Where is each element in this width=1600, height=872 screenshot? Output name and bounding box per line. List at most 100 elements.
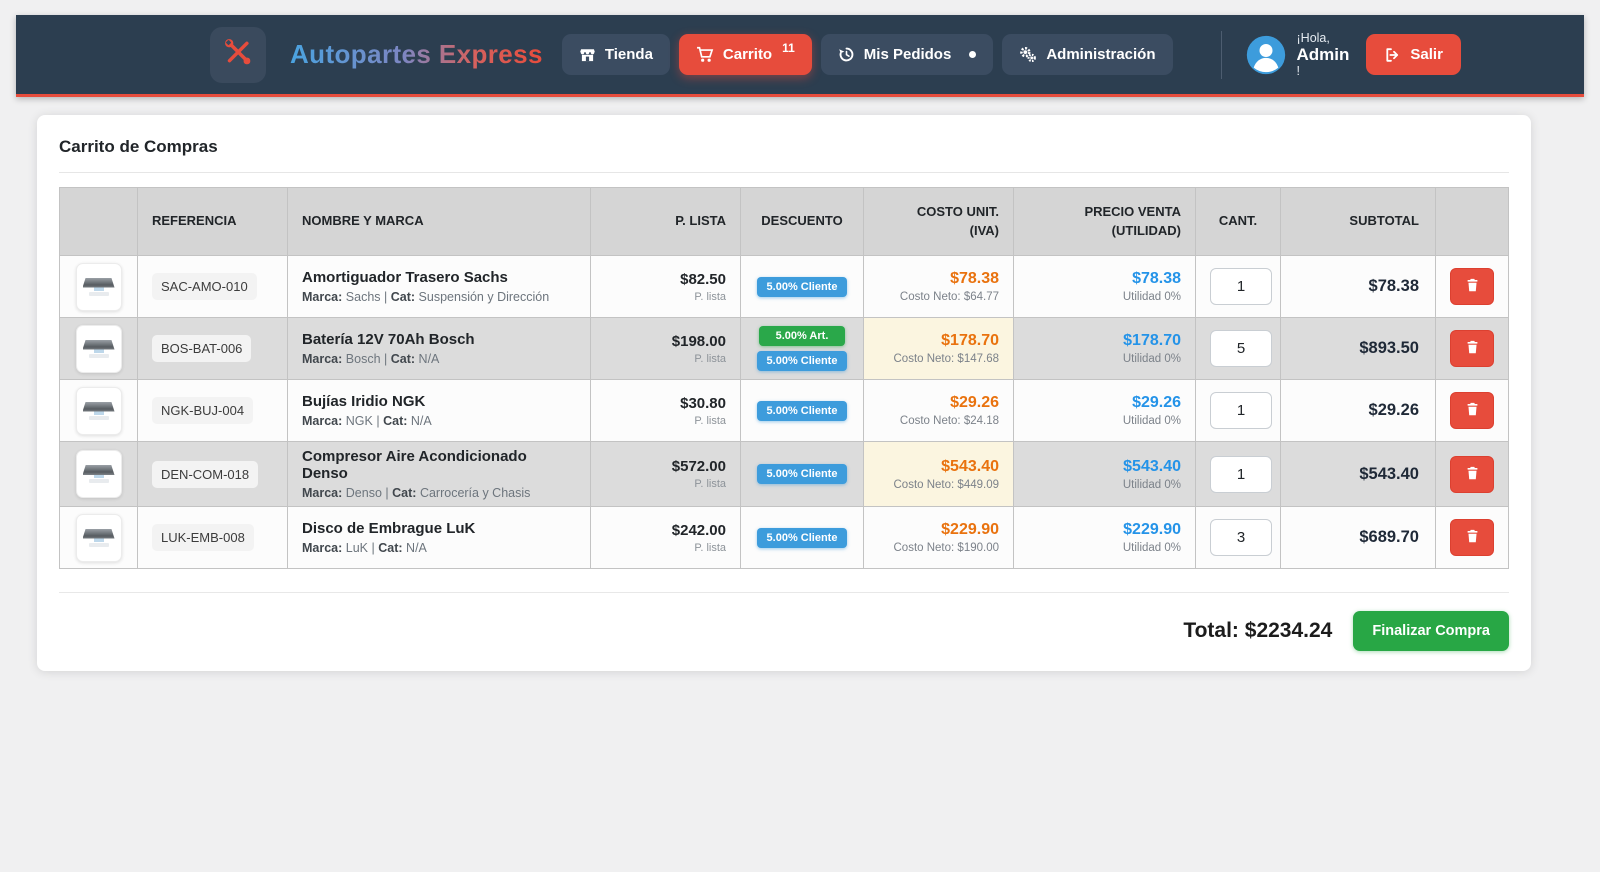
unit-cost: $229.90	[941, 521, 999, 538]
subtotal: $29.26	[1368, 401, 1419, 419]
product-meta: Marca: Denso | Cat: Carrocería y Chasis	[302, 486, 531, 500]
discount-badge-client: 5.00% Cliente	[756, 400, 848, 421]
store-icon	[579, 47, 596, 63]
quantity-input[interactable]	[1210, 519, 1272, 556]
list-price: $30.80	[680, 394, 726, 412]
col-subtotal: SUBTOTAL	[1280, 187, 1436, 256]
navbar: Autopartes Express Tienda Carr	[16, 15, 1584, 97]
product-thumbnail	[75, 386, 122, 435]
subtotal: $78.38	[1368, 277, 1419, 295]
nav-label: Administración	[1046, 46, 1156, 63]
product-name: Compresor Aire Acondicionado Denso	[302, 448, 527, 482]
list-price-note: P. lista	[694, 352, 726, 365]
quantity-input[interactable]	[1210, 455, 1272, 493]
utility: Utilidad 0%	[1122, 353, 1181, 365]
sale-price: $543.40	[1123, 457, 1181, 475]
nav-label: Tienda	[604, 46, 653, 63]
cart-footer: Total: $2234.24 Finalizar Compra	[59, 611, 1509, 651]
list-price: $572.00	[671, 458, 726, 475]
nav-carrito-button[interactable]: Carrito 11	[678, 34, 812, 75]
product-name: Bujías Iridio NGK	[302, 393, 426, 410]
footer-divider	[59, 592, 1509, 593]
trash-icon	[1465, 401, 1480, 420]
total-label: Total:	[1183, 619, 1239, 642]
checkout-button[interactable]: Finalizar Compra	[1353, 611, 1509, 651]
delete-item-button[interactable]	[1450, 392, 1494, 429]
nav-tienda-button[interactable]: Tienda	[561, 34, 670, 75]
net-cost: Costo Neto: $449.09	[893, 478, 1000, 491]
page-title: Carrito de Compras	[59, 137, 218, 156]
product-thumbnail	[75, 513, 122, 562]
reference-code: DEN-COM-018	[152, 460, 259, 488]
product-thumbnail	[75, 262, 122, 311]
nav-administracion-button[interactable]: Administración	[1002, 34, 1173, 75]
product-image	[82, 277, 115, 288]
sale-price: $178.70	[1123, 332, 1181, 349]
col-list-price: P. LISTA	[590, 187, 741, 256]
reference-code: NGK-BUJ-004	[152, 397, 254, 424]
col-qty: CANT.	[1195, 187, 1281, 256]
nav-label: Mis Pedidos	[863, 46, 952, 63]
greeting-suffix: !	[1296, 64, 1300, 79]
reference-code: SAC-AMO-010	[152, 273, 257, 300]
cart-card: Carrito de Compras REFERENCIA NOMBRE Y M…	[37, 115, 1531, 671]
product-meta: Marca: Sachs | Cat: Suspensión y Direcci…	[302, 290, 550, 304]
product-thumbnail	[75, 324, 122, 373]
unit-cost: $178.70	[941, 332, 999, 349]
discount-badge-client: 5.00% Cliente	[756, 527, 848, 548]
net-cost: Costo Neto: $190.00	[893, 542, 1000, 554]
delete-item-button[interactable]	[1450, 268, 1494, 305]
col-discount: DESCUENTO	[740, 187, 864, 256]
list-price-note: P. lista	[694, 414, 726, 427]
trash-icon	[1465, 528, 1480, 547]
cart-table: REFERENCIA NOMBRE Y MARCA P. LISTA DESCU…	[59, 187, 1509, 569]
list-price: $198.00	[671, 332, 726, 350]
subtotal: $543.40	[1359, 464, 1419, 483]
col-unit-cost: COSTO UNIT. (IVA)	[863, 187, 1014, 256]
brand-name: Autopartes Express	[290, 39, 543, 69]
product-meta: Marca: NGK | Cat: N/A	[302, 414, 432, 428]
delete-item-button[interactable]	[1450, 455, 1494, 493]
product-meta: Marca: Bosch | Cat: N/A	[302, 352, 440, 366]
utility: Utilidad 0%	[1122, 478, 1181, 491]
nav-label: Carrito	[722, 46, 773, 63]
nav-mis-pedidos-button[interactable]: Mis Pedidos	[820, 34, 994, 75]
product-name: Disco de Embrague LuK	[302, 520, 476, 537]
logout-button[interactable]: Salir	[1366, 34, 1461, 75]
unit-cost: $78.38	[950, 270, 999, 287]
col-sale-price: PRECIO VENTA (UTILIDAD)	[1013, 187, 1196, 256]
discount-badge-client: 5.00% Cliente	[756, 351, 848, 371]
history-icon	[838, 46, 855, 63]
product-name: Amortiguador Trasero Sachs	[302, 269, 508, 286]
quantity-input[interactable]	[1210, 268, 1272, 305]
brand-logo	[210, 26, 266, 83]
gears-icon	[1019, 46, 1037, 63]
product-image	[82, 465, 115, 475]
product-image	[82, 528, 115, 539]
table-row: NGK-BUJ-004 Bujías Iridio NGK Marca: NGK…	[59, 379, 1509, 442]
col-actions	[1435, 187, 1509, 256]
unit-cost: $29.26	[950, 394, 999, 411]
sale-price: $29.26	[1132, 394, 1181, 411]
sale-price: $229.90	[1123, 521, 1181, 538]
product-name: Batería 12V 70Ah Bosch	[302, 331, 475, 348]
net-cost: Costo Neto: $64.77	[899, 291, 999, 303]
subtotal: $689.70	[1359, 528, 1419, 546]
reference-code: LUK-EMB-008	[152, 524, 254, 551]
product-meta: Marca: LuK | Cat: N/A	[302, 541, 427, 555]
list-price-note: P. lista	[694, 541, 726, 554]
trash-icon	[1465, 339, 1480, 358]
tools-icon	[222, 36, 254, 73]
discount-badge-client: 5.00% Cliente	[756, 276, 848, 297]
quantity-input[interactable]	[1210, 330, 1272, 367]
delete-item-button[interactable]	[1450, 330, 1494, 367]
col-image	[59, 187, 138, 256]
quantity-input[interactable]	[1210, 392, 1272, 429]
cart-total: Total: $2234.24	[1183, 619, 1332, 643]
cart-count-badge: 11	[782, 40, 795, 55]
total-value: $2234.24	[1244, 619, 1333, 642]
cart-icon	[696, 46, 714, 63]
reference-code: BOS-BAT-006	[152, 335, 252, 362]
table-row: BOS-BAT-006 Batería 12V 70Ah Bosch Marca…	[59, 317, 1509, 380]
delete-item-button[interactable]	[1450, 519, 1494, 556]
